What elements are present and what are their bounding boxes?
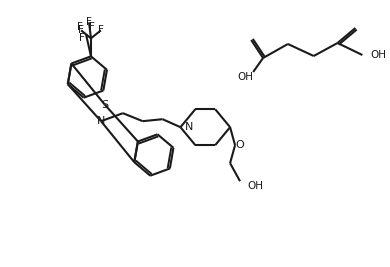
Text: F: F [86, 17, 92, 27]
Text: F: F [78, 25, 84, 35]
Text: O: O [236, 140, 245, 150]
Text: F: F [98, 25, 104, 35]
Text: F: F [77, 22, 83, 32]
Text: OH: OH [237, 72, 253, 82]
Text: OH: OH [247, 181, 263, 191]
Text: N: N [97, 116, 105, 126]
Text: N: N [184, 122, 193, 132]
Text: S: S [101, 100, 108, 109]
Text: OH: OH [370, 50, 386, 60]
Text: F: F [89, 22, 95, 32]
Text: F: F [79, 33, 85, 43]
